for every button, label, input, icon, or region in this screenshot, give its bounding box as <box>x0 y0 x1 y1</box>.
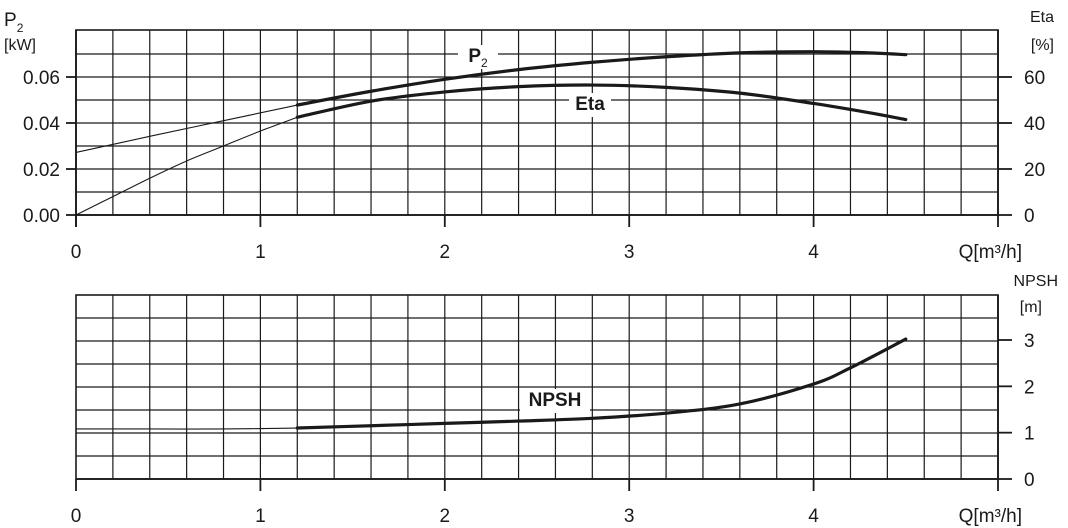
left-y-tick-label: 0.00 <box>23 206 60 227</box>
series-label-bg <box>520 389 590 413</box>
top-axes <box>66 30 1012 227</box>
left-y-tick-label: 0.02 <box>23 160 60 181</box>
bottom-axes <box>75 295 1012 491</box>
right-y-tick-label: 3 <box>1024 331 1035 352</box>
x-tick-label: 0 <box>71 506 82 527</box>
series-npsh-thin <box>76 427 298 430</box>
series-p2-line <box>295 50 908 107</box>
series-label-text: Eta <box>575 94 605 115</box>
x-axis-label-bottom: Q[m³/h] <box>959 506 1022 527</box>
right-axis-title-npsh: NPSH <box>1014 273 1058 290</box>
top-labels: 0 1 2 3 4 0.00 0.02 0.04 0.06 0 20 40 60 P2 Eta <box>23 45 1045 263</box>
series-eta-thin <box>75 116 298 216</box>
series-npsh-line <box>295 337 908 430</box>
right-y-tick-label: 1 <box>1024 424 1035 445</box>
x-tick-label: 2 <box>440 242 451 263</box>
right-axis-unit-npsh: [m] <box>1020 299 1042 316</box>
right-y-tick-label: 2 <box>1024 377 1035 398</box>
x-tick-label: 0 <box>71 242 82 263</box>
right-y-tick-label: 0 <box>1024 206 1035 227</box>
x-tick-label: 3 <box>624 506 635 527</box>
x-tick-label: 2 <box>440 506 451 527</box>
right-y-tick-label: 0 <box>1024 470 1035 491</box>
x-axis-label-top: Q[m³/h] <box>959 242 1022 263</box>
x-tick-label: 1 <box>255 506 266 527</box>
bottom-panel: 0 1 2 3 4 0 1 2 3 NPSH NPSH [m] Q[m³/h] <box>71 273 1058 527</box>
series-label-text: NPSH <box>529 390 582 411</box>
left-axis-title-main: P <box>4 10 17 31</box>
right-y-tick-label: 40 <box>1024 114 1045 135</box>
right-axis-title-eta: Eta <box>1030 9 1054 26</box>
x-tick-label: 1 <box>255 242 266 263</box>
x-tick-label: 4 <box>808 506 819 527</box>
series-label-p2: P2 <box>458 45 498 70</box>
bottom-grid <box>75 294 999 480</box>
series-eta-line <box>295 83 908 122</box>
bottom-labels: 0 1 2 3 4 0 1 2 3 NPSH <box>71 331 1035 527</box>
series-p2-thin <box>75 104 298 153</box>
series-label-eta: Eta <box>569 93 611 117</box>
left-axis-title-sub: 2 <box>17 21 24 35</box>
left-axis-unit: [kW] <box>4 37 36 54</box>
right-y-tick-label: 20 <box>1024 160 1045 181</box>
series-label-bg <box>569 93 611 117</box>
left-y-tick-label: 0.06 <box>23 68 60 89</box>
right-axis-unit-eta: [%] <box>1031 37 1054 54</box>
series-label-text: P2 <box>468 46 488 70</box>
bottom-curves <box>76 337 908 430</box>
series-label-bg <box>458 45 498 69</box>
top-curves <box>75 50 908 216</box>
left-axis-title: P2 <box>4 10 24 35</box>
x-tick-label: 4 <box>808 242 819 263</box>
left-y-tick-label: 0.04 <box>23 114 60 135</box>
top-grid <box>75 29 999 216</box>
series-label-npsh: NPSH <box>520 389 590 413</box>
right-y-tick-label: 60 <box>1024 68 1045 89</box>
x-tick-label: 3 <box>624 242 635 263</box>
